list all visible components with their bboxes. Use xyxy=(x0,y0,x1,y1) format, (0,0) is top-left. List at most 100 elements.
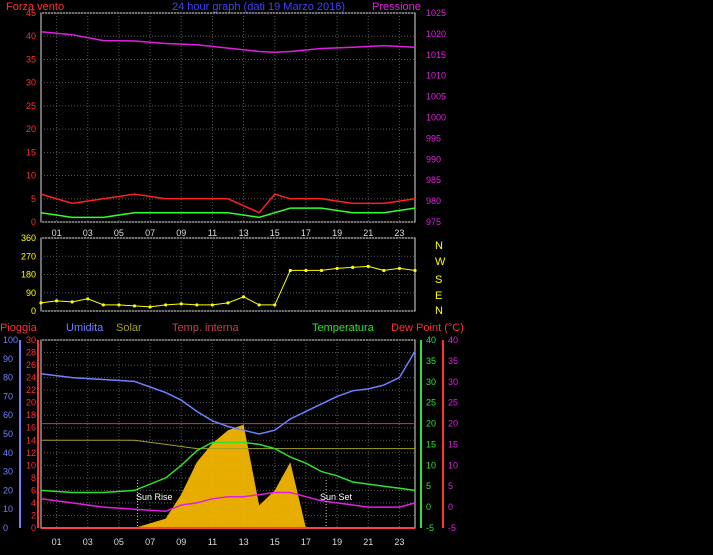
hour-tick-label: 21 xyxy=(363,537,373,547)
dewpoint-tick-label: 20 xyxy=(448,419,458,429)
temperature-tick-label: 10 xyxy=(426,460,436,470)
pressure-tick-label: 995 xyxy=(426,133,441,143)
humidity-tick-label: 40 xyxy=(3,448,13,458)
hour-tick-label: 01 xyxy=(52,228,62,238)
dewpoint-tick-label: -5 xyxy=(448,523,456,533)
wind-pressure-series xyxy=(40,31,416,219)
wind-direction-line xyxy=(40,265,416,308)
direction-tick-label: 270 xyxy=(21,251,36,261)
compass-label: N xyxy=(435,240,443,252)
pressure-tick-label: 975 xyxy=(426,217,441,227)
wind-tick-label: 30 xyxy=(26,78,36,88)
hour-tick-label: 17 xyxy=(301,537,311,547)
compass-label: W xyxy=(435,256,446,268)
wind-tick-label: 35 xyxy=(26,54,36,64)
pressure-axis: 975 980 985 990 995 1000 1005 1010 1015 1020 1025 xyxy=(426,8,446,227)
rain-tick-label: 22 xyxy=(26,385,36,395)
temperature-tick-label: 5 xyxy=(426,481,431,491)
humidity-tick-label: 70 xyxy=(3,391,13,401)
rain-tick-label: 6 xyxy=(31,485,36,495)
temperature-tick-label: 40 xyxy=(426,335,436,345)
compass-label: N xyxy=(435,305,443,317)
rain-tick-label: 2 xyxy=(31,510,36,520)
dewpoint-tick-label: 40 xyxy=(448,335,458,345)
wind-pressure-x-ticks: 01 03 05 07 09 11 13 15 17 19 21 23 xyxy=(52,228,405,238)
rain-tick-label: 10 xyxy=(26,460,36,470)
humidity-tick-label: 20 xyxy=(3,485,13,495)
hour-tick-label: 07 xyxy=(145,228,155,238)
solar-legend: Solar xyxy=(116,322,142,334)
dewpoint-tick-label: 10 xyxy=(448,460,458,470)
pressure-tick-label: 980 xyxy=(426,196,441,206)
rain-tick-label: 14 xyxy=(26,435,36,445)
direction-point xyxy=(413,268,417,273)
humidity-tick-label: 60 xyxy=(3,410,13,420)
pressure-line xyxy=(40,31,416,54)
rain-tick-label: 20 xyxy=(26,398,36,408)
wind-pressure-plot-area xyxy=(40,12,416,223)
hour-tick-label: 19 xyxy=(332,228,342,238)
temperature-axis-title: Temperatura xyxy=(312,322,375,334)
temperature-tick-label: 35 xyxy=(426,356,436,366)
hour-tick-label: 05 xyxy=(114,228,124,238)
humidity-tick-label: 30 xyxy=(3,467,13,477)
temperature-line xyxy=(40,441,416,494)
chart-title: 24 hour graph (dati 19 Marzo 2016) xyxy=(172,1,345,13)
hour-tick-label: 09 xyxy=(176,537,186,547)
humidity-tick-label: 100 xyxy=(3,335,18,345)
hour-tick-label: 23 xyxy=(394,537,404,547)
wind-tick-label: 45 xyxy=(26,8,36,18)
dewpoint-tick-label: 30 xyxy=(448,377,458,387)
wind-tick-label: 10 xyxy=(26,171,36,181)
indoor-temp-legend: Temp. interna xyxy=(172,322,240,334)
humidity-tick-label: 80 xyxy=(3,373,13,383)
dewpoint-tick-label: 5 xyxy=(448,481,453,491)
wind-speed-line xyxy=(40,193,416,214)
rain-axis-title: Pioggia xyxy=(0,322,38,334)
sunset-label: Sun Set xyxy=(320,492,353,502)
dewpoint-tick-label: 35 xyxy=(448,356,458,366)
hour-tick-label: 13 xyxy=(239,537,249,547)
wind-direction-panel: 0 90 180 270 360 xyxy=(21,233,417,316)
rain-tick-label: 18 xyxy=(26,410,36,420)
wind-axis-title: Forza vento xyxy=(6,1,64,13)
weather-panel: 0102030405060708090100024681012141618202… xyxy=(3,335,458,547)
dewpoint-tick-label: 0 xyxy=(448,502,453,512)
hour-tick-label: 19 xyxy=(332,537,342,547)
temperature-tick-label: -5 xyxy=(426,523,434,533)
dewpoint-tick-label: 25 xyxy=(448,398,458,408)
direction-tick-label: 0 xyxy=(31,306,36,316)
direction-tick-label: 360 xyxy=(21,233,36,243)
hour-tick-label: 01 xyxy=(52,537,62,547)
temperature-tick-label: 20 xyxy=(426,419,436,429)
wind-tick-label: 0 xyxy=(31,217,36,227)
weather-axes: 0102030405060708090100024681012141618202… xyxy=(3,335,458,533)
pressure-tick-label: 1000 xyxy=(426,113,446,123)
hour-tick-label: 11 xyxy=(208,537,217,547)
wind-tick-label: 5 xyxy=(31,194,36,204)
dewpoint-line xyxy=(40,491,416,513)
hour-tick-label: 21 xyxy=(363,228,373,238)
direction-tick-label: 90 xyxy=(26,288,36,298)
humidity-tick-label: 50 xyxy=(3,429,13,439)
hour-tick-label: 11 xyxy=(208,228,217,238)
pressure-tick-label: 1010 xyxy=(426,71,446,81)
wind-direction-axis: 0 90 180 270 360 xyxy=(21,233,36,316)
temperature-tick-label: 15 xyxy=(426,439,436,449)
temperature-tick-label: 0 xyxy=(426,502,431,512)
wind-tick-label: 15 xyxy=(26,147,36,157)
humidity-axis-title: Umidita xyxy=(66,322,104,334)
temperature-tick-label: 30 xyxy=(426,377,436,387)
rain-tick-label: 28 xyxy=(26,348,36,358)
hour-tick-label: 07 xyxy=(145,537,155,547)
direction-tick-label: 180 xyxy=(21,270,36,280)
rain-tick-label: 30 xyxy=(26,335,36,345)
weather-x-ticks: 01 03 05 07 09 11 13 15 17 19 21 23 xyxy=(52,537,405,547)
compass-labels: N W S E N xyxy=(435,240,446,317)
pressure-tick-label: 990 xyxy=(426,154,441,164)
dewpoint-axis-title: Dew Point (°C) xyxy=(391,322,464,334)
pressure-tick-label: 1025 xyxy=(426,8,446,18)
pressure-tick-label: 1020 xyxy=(426,29,446,39)
